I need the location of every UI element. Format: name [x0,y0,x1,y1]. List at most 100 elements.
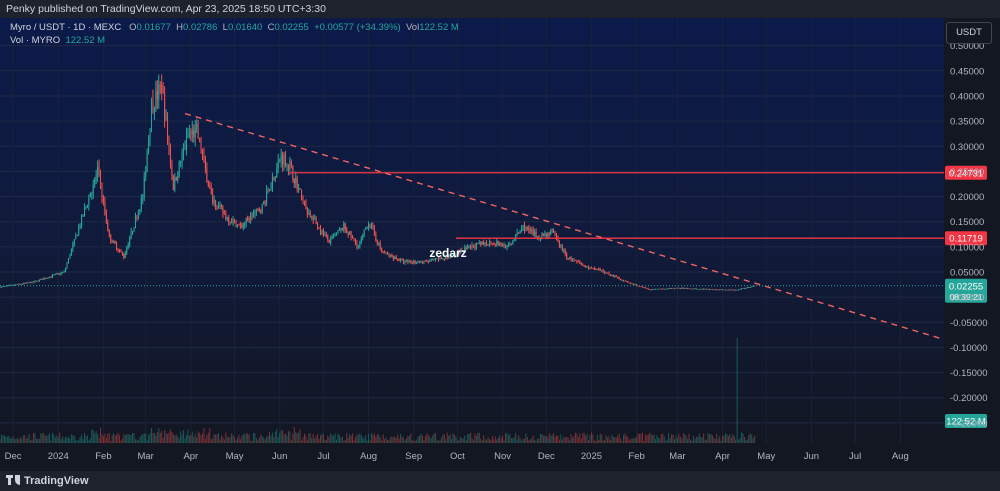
volume-bar [95,430,97,443]
volume-bar [142,434,144,443]
volume-bar [149,433,151,443]
volume-bar [604,440,606,443]
volume-bar [107,433,109,443]
volume-bar [260,434,262,443]
symbol-legend[interactable]: Myro / USDT · 1D · MEXC O0.01677 H0.0278… [10,22,459,33]
candle-body [352,237,354,239]
volume-bar [535,440,537,443]
close-label: C [267,22,275,33]
volume-bar [656,435,658,443]
candle-body [107,222,109,231]
candle-body [512,240,514,245]
candle-body [577,261,579,263]
volume-bar [522,438,524,443]
time-tick-label: Mar [137,451,153,462]
time-tick-label: Aug [360,451,377,462]
volume-bar [417,436,419,443]
candle-body [535,232,537,238]
volume-bar [178,438,180,443]
candle-body [541,233,543,239]
volume-bar [111,435,113,443]
volume-bar [621,440,623,443]
candle-body [244,223,246,225]
volume-bar [660,434,662,443]
candle-body [75,235,77,240]
volume-bar [421,435,423,443]
candle-body [354,239,356,243]
candle-body [733,289,735,291]
candle-body [22,283,24,285]
candle-body [486,242,488,245]
volume-bar [270,435,272,443]
candle-body [688,288,690,290]
volume-bar [3,434,5,443]
candle-body [35,280,37,282]
volume-bar [548,433,550,443]
volume-bar [657,437,659,443]
candle-body [738,289,740,291]
volume-bar [471,438,473,443]
candle-body [583,264,585,267]
candle-body [94,179,96,186]
candle-body [165,117,167,120]
volume-bar [483,435,485,443]
volume-bar [631,438,633,443]
volume-bar [468,433,470,443]
volume-bar [395,437,397,443]
volume-bar [599,434,601,443]
volume-bar [410,433,412,443]
candle-body [228,217,230,223]
candle-body [191,130,193,135]
volume-bar [430,437,432,443]
time-axis[interactable]: Dec 2024 Feb Mar Apr May Jun Jul Aug Sep Oct Nov Dec… [5,451,909,462]
price-axis[interactable]: 0.50000 0.45000 0.40000 0.35000 0.30000 0.250… [950,41,988,429]
volume-bar [499,435,501,443]
volume-bar [701,437,703,443]
volume-bar [162,437,164,443]
time-tick-label: 2024 [48,451,69,462]
candle-body [410,261,412,263]
candle-body [663,288,665,290]
candle-body [382,251,384,253]
volume-bar [295,432,297,443]
candle-body [574,260,576,261]
candle-body [403,260,405,263]
volume-bar [557,435,559,443]
volume-bar [279,432,281,443]
volume-bar [646,435,648,443]
currency-unit-button[interactable]: USDT [946,22,992,44]
candle-body [723,289,725,291]
volume-bar [368,433,370,443]
candle-body [378,243,380,245]
volume-bar [296,433,298,443]
candle-body [171,164,173,176]
price-tick-label: 0.20000 [950,192,984,203]
volume-bar [478,432,480,443]
candle-body [643,287,645,289]
candle-body [183,149,185,153]
volume-bar [100,427,102,443]
volume-legend[interactable]: Vol · MYRO 122.52 M [10,35,105,46]
candle-body [548,233,550,235]
volume-bar [435,432,437,443]
volume-bar [624,433,626,443]
candle-body [113,240,115,243]
candle-body [340,227,342,231]
volume-bar [248,434,250,443]
candle-body [490,241,492,244]
volume-bar [328,437,330,443]
volume-bar [381,440,383,443]
price-tick-label: 0.10000 [950,242,984,253]
candle-body [472,244,474,247]
candle-body [169,148,171,165]
tradingview-logo[interactable]: TradingView [6,474,89,488]
price-tick-label: 0.25000 [950,167,984,178]
candle-body [580,263,582,265]
volume-bar [69,438,71,443]
volume-bar [754,435,756,443]
candle-body [518,232,520,234]
volume-bar [539,434,541,443]
candle-body [314,218,316,220]
change-value: +0.00577 (+34.39%) [314,22,401,33]
